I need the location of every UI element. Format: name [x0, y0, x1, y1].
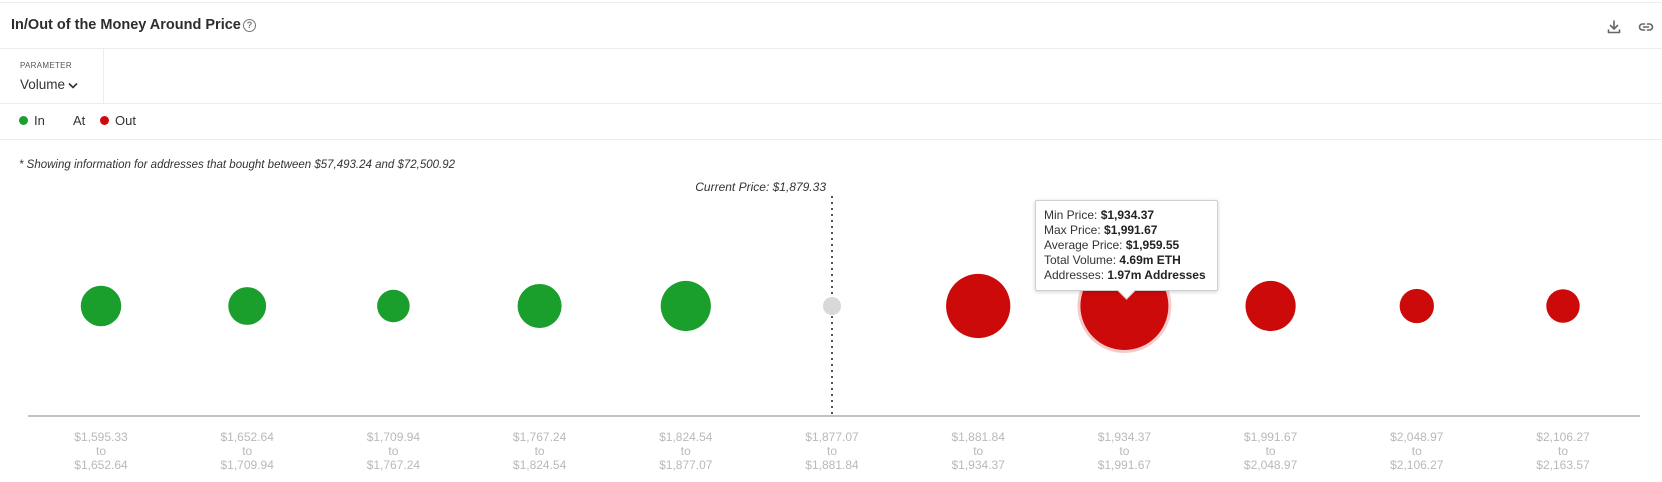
question-circle-icon[interactable]: ? [243, 19, 256, 32]
bubble-out-8[interactable] [1245, 280, 1296, 332]
x-tick-label: to [973, 444, 983, 458]
chevron-down-icon [68, 82, 78, 89]
top-divider [0, 2, 1662, 3]
bubble-in-4[interactable] [660, 280, 711, 332]
tooltip-average-price: Average Price: $1,959.55 [1044, 238, 1180, 252]
tooltip-max-price: Max Price: $1,991.67 [1044, 223, 1158, 237]
x-tick-label: $1,595.33 [74, 430, 128, 444]
parameter-row: PARAMETER Volume [0, 49, 1662, 104]
legend-item-out[interactable]: Out [100, 113, 136, 128]
parameter-value: Volume [20, 77, 66, 92]
bubble-in-1[interactable] [228, 287, 267, 325]
x-tick-label: to [681, 444, 691, 458]
x-tick-label: to [96, 444, 106, 458]
legend: In At Out [0, 104, 1662, 140]
x-tick-label: $1,709.94 [221, 458, 275, 472]
x-tick-label: $1,767.24 [367, 458, 421, 472]
x-tick-label: $2,163.57 [1536, 458, 1590, 472]
x-tick-label: $1,934.37 [952, 458, 1006, 472]
bubble-in-3[interactable] [517, 284, 562, 328]
download-icon[interactable] [1605, 18, 1623, 36]
x-tick-label: to [535, 444, 545, 458]
x-tick-label: $1,881.84 [952, 430, 1006, 444]
x-tick-label: to [1412, 444, 1422, 458]
legend-label-at: At [73, 113, 86, 128]
x-tick-label: $1,824.54 [659, 430, 713, 444]
x-tick-label: $2,106.27 [1390, 458, 1444, 472]
parameter-label: PARAMETER [20, 61, 72, 70]
x-tick-label: $2,048.97 [1390, 430, 1444, 444]
parameter-box: PARAMETER Volume [0, 49, 104, 103]
current-price-label: Current Price: $1,879.33 [695, 180, 826, 194]
tooltip-total-volume: Total Volume: 4.69m ETH [1044, 253, 1181, 267]
x-tick-label: $2,106.27 [1536, 430, 1590, 444]
bubble-out-6[interactable] [946, 273, 1011, 339]
x-tick-label: to [242, 444, 252, 458]
legend-item-at[interactable]: At [73, 113, 85, 128]
legend-label-in: In [34, 113, 45, 128]
x-tick-label: $1,824.54 [513, 458, 567, 472]
x-tick-label: $1,881.84 [805, 458, 859, 472]
bubble-at-5[interactable] [823, 297, 841, 315]
legend-dot-out [100, 116, 109, 125]
x-tick-label: $1,877.07 [659, 458, 713, 472]
legend-label-out: Out [115, 113, 136, 128]
legend-dot-in [19, 116, 28, 125]
x-tick-label: to [388, 444, 398, 458]
x-tick-label: $1,709.94 [367, 430, 421, 444]
address-range-note: * Showing information for addresses that… [19, 159, 456, 171]
tooltip-min-price: Min Price: $1,934.37 [1044, 208, 1155, 222]
bubble-in-2[interactable] [377, 289, 410, 323]
x-tick-label: $1,767.24 [513, 430, 567, 444]
panel-title: In/Out of the Money Around Price [11, 17, 241, 33]
panel-header: In/Out of the Money Around Price ? [0, 3, 1662, 49]
x-tick-label: $1,991.67 [1244, 430, 1298, 444]
bubble-out-10[interactable] [1546, 289, 1580, 323]
x-tick-label: to [1266, 444, 1276, 458]
x-tick-label: $1,991.67 [1098, 458, 1152, 472]
bubble-in-0[interactable] [80, 285, 122, 327]
x-tick-label: to [827, 444, 837, 458]
x-tick-label: $2,048.97 [1244, 458, 1298, 472]
link-icon[interactable] [1637, 18, 1655, 36]
tooltip-addresses: Addresses: 1.97m Addresses [1044, 268, 1206, 282]
x-tick-label: $1,652.64 [221, 430, 275, 444]
x-tick-label: to [1558, 444, 1568, 458]
x-tick-label: to [1119, 444, 1129, 458]
x-tick-label: $1,652.64 [74, 458, 128, 472]
x-tick-label: $1,934.37 [1098, 430, 1152, 444]
legend-item-in[interactable]: In [19, 113, 45, 128]
x-tick-label: $1,877.07 [805, 430, 859, 444]
bubble-tooltip: Min Price: $1,934.37 Max Price: $1,991.6… [1035, 200, 1218, 300]
parameter-select[interactable]: Volume [20, 77, 78, 92]
bubble-out-9[interactable] [1399, 288, 1434, 324]
